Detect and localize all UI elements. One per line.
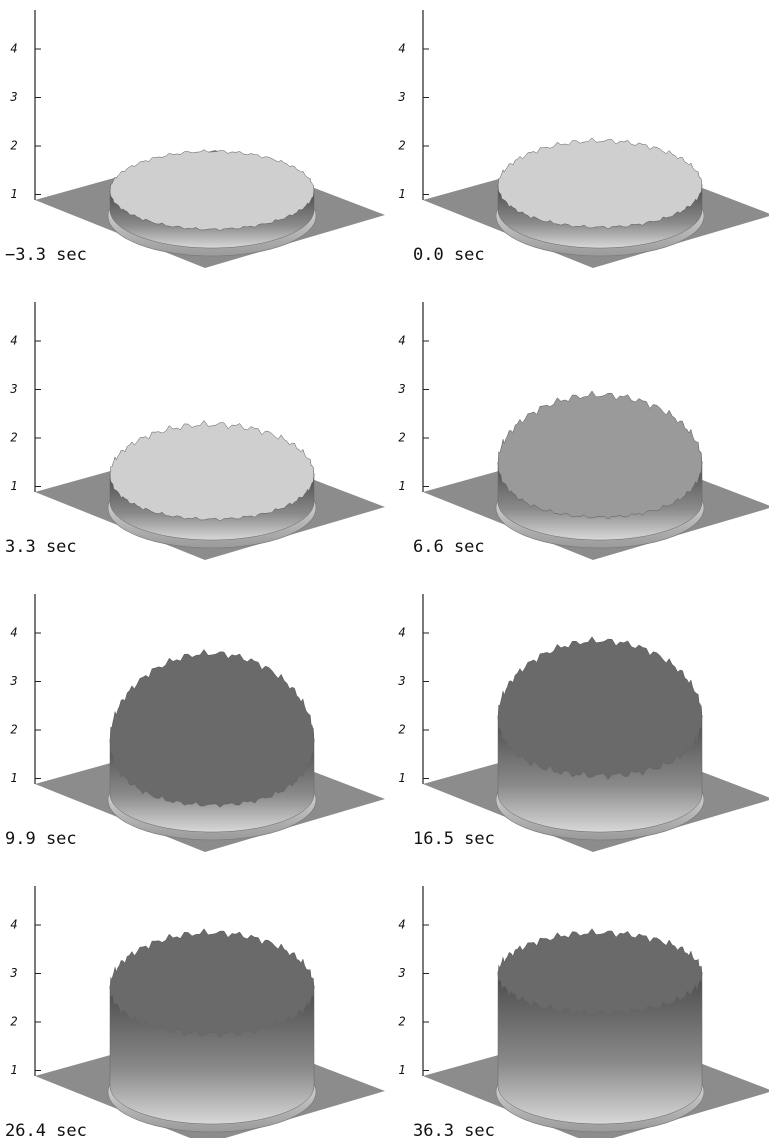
panel: 1 2 3 4 9.9 sec <box>5 594 385 852</box>
panel-label: −3.3 sec <box>5 245 87 265</box>
y-tick-label: 2 <box>398 1015 405 1029</box>
panel: 1 2 3 4 −3.3 sec <box>5 10 385 268</box>
y-tick-label: 1 <box>10 771 17 785</box>
y-tick-label: 4 <box>10 918 17 932</box>
y-tick-label: 1 <box>10 479 17 493</box>
y-tick-label: 1 <box>10 187 17 201</box>
y-tick-label: 4 <box>398 42 405 56</box>
y-tick-label: 2 <box>10 1015 17 1029</box>
surface-wall <box>109 985 315 1125</box>
y-tick-label: 3 <box>397 382 405 396</box>
panel: 1 2 3 4 36.3 sec <box>397 886 769 1138</box>
surface-wall <box>109 190 315 249</box>
y-tick-label: 2 <box>398 139 405 153</box>
surface-wall <box>497 461 703 541</box>
surface-wall <box>497 715 703 833</box>
panel: 1 2 3 4 16.5 sec <box>397 594 769 852</box>
y-tick-label: 2 <box>10 431 17 445</box>
y-tick-label: 1 <box>398 479 405 493</box>
y-tick-label: 1 <box>398 1063 405 1077</box>
y-tick-label: 3 <box>397 966 405 980</box>
panel: 1 2 3 4 3.3 sec <box>5 302 385 560</box>
y-tick-label: 2 <box>398 723 405 737</box>
panel-label: 36.3 sec <box>413 1121 495 1138</box>
y-tick-label: 2 <box>10 139 17 153</box>
panel: 1 2 3 4 26.4 sec <box>5 886 385 1138</box>
y-tick-label: 1 <box>398 187 405 201</box>
panel: 1 2 3 4 6.6 sec <box>397 302 769 560</box>
y-tick-label: 2 <box>398 431 405 445</box>
y-tick-label: 4 <box>398 334 405 348</box>
panel-label: 6.6 sec <box>413 537 485 557</box>
surface-wall <box>497 971 703 1125</box>
y-tick-label: 4 <box>10 334 17 348</box>
y-tick-label: 2 <box>10 723 17 737</box>
y-tick-label: 3 <box>9 966 17 980</box>
surface-top <box>497 137 703 230</box>
surface-top <box>109 928 315 1039</box>
y-tick-label: 1 <box>398 771 405 785</box>
y-tick-label: 3 <box>9 382 17 396</box>
panel-label: 9.9 sec <box>5 829 77 849</box>
y-tick-label: 1 <box>10 1063 17 1077</box>
panel-label: 3.3 sec <box>5 537 77 557</box>
panel-label: 26.4 sec <box>5 1121 87 1138</box>
y-tick-label: 3 <box>9 674 17 688</box>
surface-wall <box>497 184 703 249</box>
y-tick-label: 4 <box>10 42 17 56</box>
surface-top <box>109 649 315 808</box>
surface-top <box>109 420 315 522</box>
y-tick-label: 4 <box>398 918 405 932</box>
surface-top <box>497 636 703 781</box>
panel: 1 2 3 4 0.0 sec <box>397 10 769 268</box>
y-tick-label: 4 <box>398 626 405 640</box>
y-tick-label: 3 <box>397 90 405 104</box>
surface-wall <box>109 738 315 833</box>
surface-top <box>497 390 703 520</box>
panel-label: 16.5 sec <box>413 829 495 849</box>
surface-wall <box>109 473 315 541</box>
y-tick-label: 3 <box>9 90 17 104</box>
y-tick-label: 3 <box>397 674 405 688</box>
panel-label: 0.0 sec <box>413 245 485 265</box>
y-tick-label: 4 <box>10 626 17 640</box>
